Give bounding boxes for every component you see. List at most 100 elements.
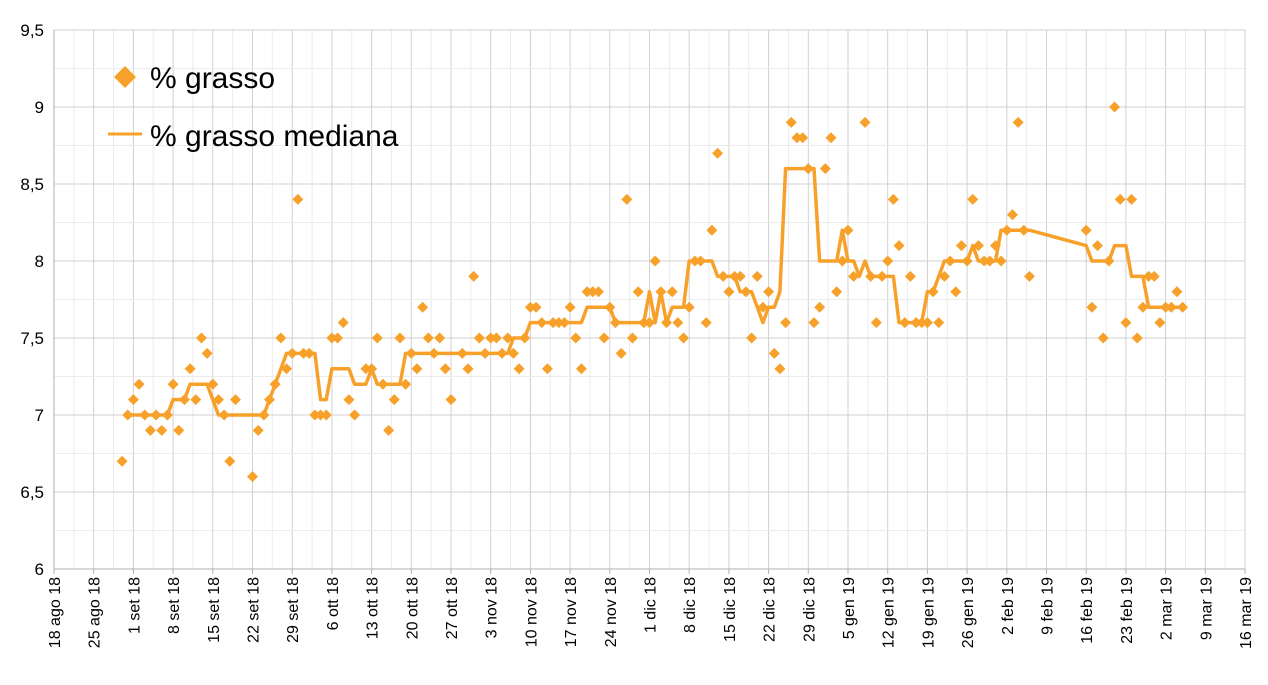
y-tick-label: 7,5 — [20, 329, 44, 348]
data-point-diamond — [553, 317, 565, 329]
data-point-diamond — [445, 394, 457, 406]
data-point-diamond — [536, 317, 548, 329]
data-point-diamond — [303, 347, 315, 359]
data-point-diamond — [1097, 332, 1109, 344]
data-point-diamond — [116, 455, 128, 467]
x-tick-label: 23 feb 19 — [1119, 577, 1136, 644]
data-point-diamond — [1165, 301, 1177, 313]
data-point-diamond — [490, 332, 502, 344]
y-tick-label: 8 — [35, 252, 44, 271]
data-point-diamond — [1018, 224, 1030, 236]
data-point-diamond — [1114, 193, 1126, 205]
data-point-diamond — [666, 286, 678, 298]
data-point-diamond — [746, 332, 758, 344]
data-point-diamond — [456, 347, 468, 359]
data-point-diamond — [757, 301, 769, 313]
data-point-diamond — [502, 332, 514, 344]
data-point-diamond — [797, 132, 809, 144]
x-tick-label: 17 nov 18 — [563, 577, 580, 647]
data-point-diamond — [1012, 116, 1024, 128]
data-point-diamond — [1143, 270, 1155, 282]
data-point-diamond — [678, 332, 690, 344]
data-point-diamond — [507, 347, 519, 359]
data-point-diamond — [1001, 224, 1013, 236]
data-point-diamond — [1006, 209, 1018, 221]
x-tick-label: 8 set 18 — [166, 577, 183, 634]
x-tick-label: 2 mar 19 — [1159, 577, 1176, 640]
data-point-diamond — [689, 255, 701, 267]
data-point-diamond — [161, 409, 173, 421]
data-point-diamond — [740, 286, 752, 298]
data-point-diamond — [519, 332, 531, 344]
data-point-diamond — [496, 347, 508, 359]
y-tick-label: 8,5 — [20, 175, 44, 194]
data-point-diamond — [933, 317, 945, 329]
data-point-diamond — [672, 317, 684, 329]
data-point-diamond — [264, 394, 276, 406]
data-point-diamond — [383, 424, 395, 436]
data-point-diamond — [1137, 301, 1149, 313]
data-point-diamond — [1120, 317, 1132, 329]
data-point-diamond — [967, 193, 979, 205]
data-point-diamond — [825, 132, 837, 144]
data-point-diamond — [842, 224, 854, 236]
x-tick-label: 2 feb 19 — [1000, 577, 1017, 635]
data-point-diamond — [178, 394, 190, 406]
x-tick-label: 12 gen 19 — [881, 577, 898, 648]
legend-label-grasso: % grasso — [150, 62, 275, 95]
data-point-diamond — [723, 286, 735, 298]
x-tick-label: 27 ott 18 — [444, 577, 461, 639]
data-point-diamond — [831, 286, 843, 298]
data-point-diamond — [1080, 224, 1092, 236]
x-tick-label: 29 dic 18 — [801, 577, 818, 642]
data-point-diamond — [621, 193, 633, 205]
data-point-diamond — [524, 301, 536, 313]
data-point-diamond — [547, 317, 559, 329]
data-point-diamond — [247, 471, 258, 483]
data-point-diamond — [439, 363, 451, 375]
data-point-diamond — [592, 286, 604, 298]
data-point-diamond — [275, 332, 287, 344]
data-point-diamond — [434, 332, 446, 344]
legend-diamond-marker — [114, 66, 136, 88]
data-point-diamond — [332, 332, 344, 344]
data-point-diamond — [1126, 193, 1138, 205]
x-tick-label: 18 ago 18 — [47, 577, 64, 648]
data-point-diamond — [587, 286, 599, 298]
y-tick-label: 9,5 — [20, 21, 44, 40]
data-point-diamond — [360, 363, 372, 375]
data-point-diamond — [575, 363, 587, 375]
x-tick-label: 13 ott 18 — [365, 577, 382, 639]
data-point-diamond — [768, 347, 780, 359]
data-point-diamond — [763, 286, 775, 298]
data-point-diamond — [978, 255, 990, 267]
x-tick-label: 26 gen 19 — [960, 577, 977, 648]
axis-layer: 6 6,5 7 7,5 8 8,5 9 9,5 18 ago 18 25 ago 18 1 set … — [20, 21, 1255, 649]
data-point-diamond — [400, 378, 412, 390]
data-point-diamond — [989, 240, 1001, 252]
data-point-diamond — [848, 270, 860, 282]
points-layer — [116, 101, 1189, 483]
data-point-diamond — [405, 347, 417, 359]
data-point-diamond — [1160, 301, 1172, 313]
x-tick-label: 10 nov 18 — [523, 577, 540, 647]
data-point-diamond — [139, 409, 151, 421]
data-point-diamond — [388, 394, 400, 406]
x-tick-label: 22 dic 18 — [762, 577, 779, 642]
data-point-diamond — [661, 317, 673, 329]
x-tick-label: 1 set 18 — [126, 577, 143, 634]
data-point-diamond — [1171, 286, 1183, 298]
data-point-diamond — [394, 332, 406, 344]
x-tick-label: 8 dic 18 — [682, 577, 699, 633]
data-point-diamond — [836, 255, 848, 267]
data-point-diamond — [604, 301, 616, 313]
data-point-diamond — [938, 270, 950, 282]
data-point-diamond — [802, 163, 814, 175]
data-point-diamond — [927, 286, 939, 298]
data-point-diamond — [780, 317, 792, 329]
data-point-diamond — [1023, 270, 1035, 282]
x-tick-label: 3 nov 18 — [484, 577, 501, 638]
data-point-diamond — [808, 317, 820, 329]
data-point-diamond — [564, 301, 576, 313]
